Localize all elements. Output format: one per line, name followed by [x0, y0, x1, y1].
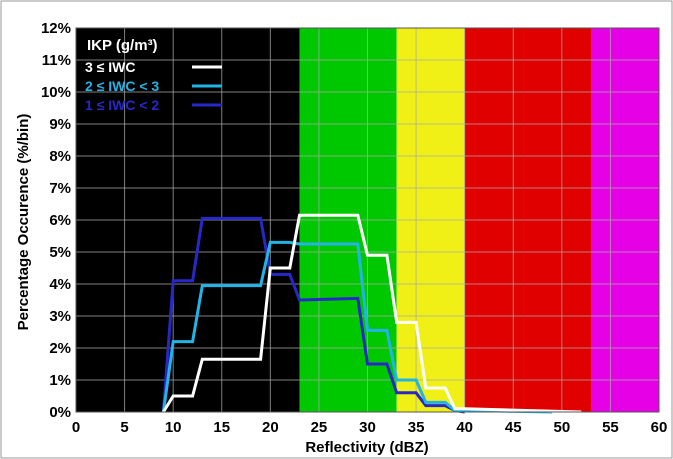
- y-axis-ticks: 0% 1% 2% 3% 4% 5% 6% 7% 8% 9% 10% 11% 12%: [41, 20, 71, 421]
- y-tick-label: 0%: [49, 404, 71, 421]
- series-line-2: [161, 216, 465, 414]
- x-tick-label: 0: [72, 419, 80, 436]
- y-tick-label: 12%: [41, 20, 71, 37]
- legend-entry-label: 2 ≤ IWC < 3: [85, 78, 159, 94]
- series-line-0: [162, 213, 582, 414]
- y-tick-label: 6%: [49, 212, 71, 229]
- x-tick-label: 50: [553, 419, 570, 436]
- x-tick-label: 40: [456, 419, 473, 436]
- plot-frame: [75, 27, 660, 413]
- y-tick-label: 7%: [49, 180, 71, 197]
- legend-title: IKP (g/m³): [87, 37, 158, 54]
- x-axis-ticks: 0 5 10 15 20 25 30 35 40 45 50 55 60: [72, 419, 668, 436]
- x-tick-label: 55: [602, 419, 619, 436]
- series-line-1: [161, 240, 553, 414]
- x-tick-label: 30: [359, 419, 376, 436]
- x-tick-label: 20: [262, 419, 279, 436]
- y-tick-label: 5%: [49, 244, 71, 261]
- y-tick-label: 3%: [49, 308, 71, 325]
- x-tick-label: 60: [651, 419, 668, 436]
- x-tick-label: 10: [165, 419, 182, 436]
- legend-entry-label: 1 ≤ IWC < 2: [85, 97, 159, 113]
- y-tick-label: 8%: [49, 148, 71, 165]
- x-tick-label: 15: [213, 419, 230, 436]
- y-axis-title: Percentage Occurence (%/bin): [15, 114, 32, 331]
- legend-entry-label: 3 ≤ IWC: [85, 59, 135, 75]
- x-tick-label: 45: [505, 419, 522, 436]
- x-tick-label: 25: [311, 419, 328, 436]
- x-tick-label: 35: [408, 419, 425, 436]
- legend: IKP (g/m³) 3 ≤ IWC 2 ≤ IWC < 3 1 ≤ IWC < 2: [85, 37, 222, 113]
- y-tick-label: 2%: [49, 340, 71, 357]
- x-tick-label: 5: [120, 419, 128, 436]
- y-tick-label: 10%: [41, 84, 71, 101]
- y-tick-label: 4%: [49, 276, 71, 293]
- x-axis-title: Reflectivity (dBZ): [305, 439, 428, 456]
- y-tick-label: 9%: [49, 116, 71, 133]
- y-tick-label: 1%: [49, 372, 71, 389]
- series-lines: [161, 213, 582, 414]
- y-tick-label: 11%: [42, 52, 71, 69]
